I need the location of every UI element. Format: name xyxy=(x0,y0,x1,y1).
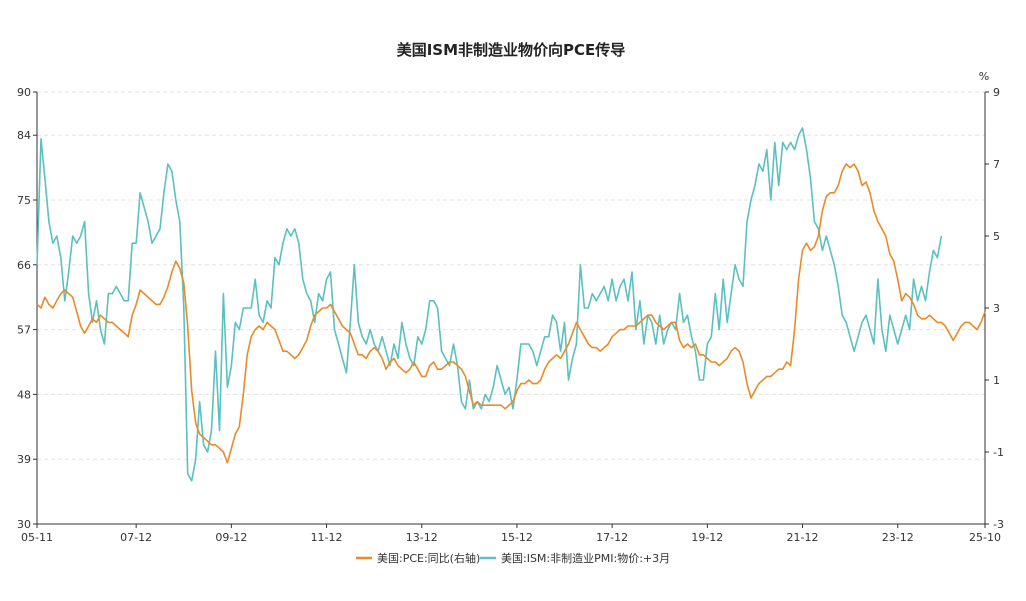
left-tick-label: 48 xyxy=(17,388,31,401)
x-tick-label: 05-11 xyxy=(21,531,53,544)
right-axis-unit: % xyxy=(979,70,989,83)
chart-title: 美国ISM非制造业物价向PCE传导 xyxy=(397,41,626,59)
x-tick-label: 13-12 xyxy=(406,531,438,544)
x-tick-label: 21-12 xyxy=(787,531,819,544)
right-tick-label: 9 xyxy=(993,86,1000,99)
x-tick-label: 25-10 xyxy=(969,531,1001,544)
right-tick-label: 1 xyxy=(993,374,1000,387)
left-tick-label: 57 xyxy=(17,324,31,337)
x-tick-label: 15-12 xyxy=(501,531,533,544)
x-tick-label: 23-12 xyxy=(882,531,914,544)
x-tick-label: 11-12 xyxy=(311,531,343,544)
right-tick-label: -3 xyxy=(993,518,1004,531)
left-tick-label: 66 xyxy=(17,259,31,272)
right-tick-label: -1 xyxy=(993,446,1004,459)
left-tick-label: 90 xyxy=(17,86,31,99)
x-tick-label: 19-12 xyxy=(691,531,723,544)
left-tick-label: 30 xyxy=(17,518,31,531)
x-tick-label: 17-12 xyxy=(596,531,628,544)
left-tick-label: 84 xyxy=(17,129,31,142)
right-tick-label: 7 xyxy=(993,158,1000,171)
series-lines xyxy=(36,127,986,482)
pce-yoy-line xyxy=(36,163,986,464)
legend-item-ism: 美国:ISM:非制造业PMI:物价:+3月 xyxy=(480,551,670,565)
x-tick-label: 07-12 xyxy=(120,531,152,544)
ism-prices-line xyxy=(36,127,943,482)
x-tick-label: 09-12 xyxy=(215,531,247,544)
right-tick-label: 5 xyxy=(993,230,1000,243)
legend-label: 美国:PCE:同比(右轴) xyxy=(377,551,480,565)
right-tick-label: 3 xyxy=(993,302,1000,315)
left-tick-label: 39 xyxy=(17,453,31,466)
left-tick-label: 75 xyxy=(17,194,31,207)
legend-label: 美国:ISM:非制造业PMI:物价:+3月 xyxy=(501,551,670,565)
legend-item-pce: 美国:PCE:同比(右轴) xyxy=(356,551,480,565)
legend: 美国:PCE:同比(右轴) 美国:ISM:非制造业PMI:物价:+3月 xyxy=(356,551,670,565)
